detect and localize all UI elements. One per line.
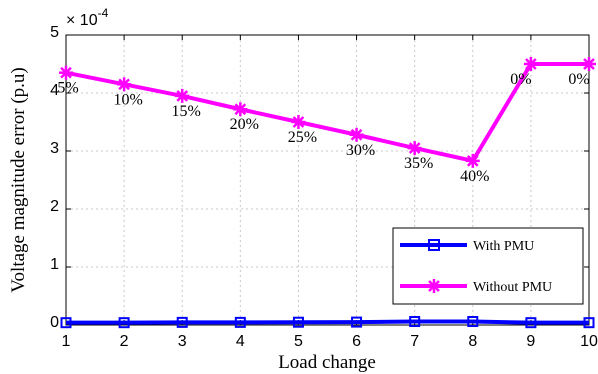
y-multiplier: × 10-4: [66, 6, 109, 29]
x-tick-label: 7: [410, 333, 419, 350]
data-label: 0%: [568, 71, 589, 88]
legend-label-without-pmu: Without PMU: [473, 280, 552, 295]
data-point-with-pmu: [467, 316, 479, 328]
data-point-with-pmu: [292, 316, 304, 328]
data-label: 10%: [113, 91, 142, 108]
x-tick-label: 1: [62, 333, 71, 350]
x-tick-label: 3: [178, 333, 187, 350]
x-axis-label: Load change: [278, 352, 376, 373]
y-tick-label: 3: [50, 140, 59, 157]
legend-marker-with-pmu: [428, 239, 440, 251]
data-point-without-pmu: [117, 77, 132, 92]
data-point-with-pmu: [118, 317, 130, 329]
legend-marker-without-pmu: [427, 279, 441, 293]
data-point-with-pmu: [409, 316, 421, 328]
series-line-with-pmu: [66, 319, 589, 325]
legend-label-with-pmu: With PMU: [473, 239, 534, 254]
x-axis-ticks: 1 2 3 4 5 6 7 8 9 10: [62, 35, 598, 350]
data-point-with-pmu: [351, 316, 363, 328]
data-point-without-pmu: [175, 88, 190, 103]
data-label: 15%: [172, 103, 201, 120]
data-point-with-pmu: [525, 317, 537, 329]
x-tick-label: 10: [580, 333, 598, 350]
x-tick-label: 4: [236, 333, 245, 350]
y-tick-label: 5: [50, 24, 59, 41]
plot-frame: [65, 34, 590, 326]
data-point-with-pmu: [60, 317, 72, 329]
series-line-without-pmu: [65, 62, 589, 164]
x-tick-label: 8: [468, 333, 477, 350]
x-tick-label: 5: [294, 333, 303, 350]
data-label: 5%: [57, 80, 78, 97]
data-point-with-pmu: [583, 317, 595, 329]
data-point-with-pmu: [176, 316, 188, 328]
data-labels: 5% 10% 15% 20% 25% 30% 35% 40% 0% 0%: [57, 71, 589, 185]
legend-box: [392, 227, 584, 305]
data-label: 30%: [346, 142, 375, 159]
y-axis-label: Voltage magnitude error (p.u): [8, 67, 29, 292]
y-tick-label: 4: [50, 82, 59, 99]
data-point-without-pmu: [523, 57, 538, 71]
x-tick-label: 9: [526, 333, 535, 350]
data-label: 40%: [460, 168, 489, 185]
data-label: 25%: [288, 129, 317, 146]
data-label: 20%: [230, 116, 259, 133]
data-point-with-pmu: [234, 316, 246, 328]
data-point-without-pmu: [233, 102, 248, 117]
data-point-without-pmu: [349, 127, 364, 142]
y-tick-label: 0: [50, 314, 59, 331]
y-tick-label: 1: [50, 256, 59, 273]
legend: With PMU Without PMU: [392, 227, 584, 305]
y-tick-label: 2: [50, 198, 59, 215]
x-tick-label: 2: [120, 333, 129, 350]
data-point-without-pmu: [291, 115, 306, 129]
data-point-without-pmu: [465, 153, 480, 168]
data-label: 35%: [404, 155, 433, 172]
data-label: 0%: [510, 71, 531, 88]
y-exponent: -4: [98, 6, 109, 20]
x-tick-label: 6: [352, 333, 361, 350]
series: [59, 57, 596, 329]
data-point-without-pmu: [582, 57, 596, 71]
data-point-without-pmu: [407, 141, 422, 156]
data-point-without-pmu: [59, 65, 73, 80]
